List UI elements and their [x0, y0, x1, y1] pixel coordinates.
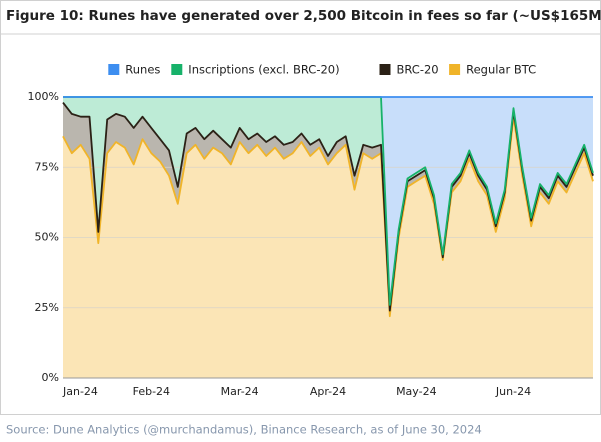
x-tick-label: Jan-24	[62, 385, 98, 398]
legend-swatch	[449, 64, 461, 75]
y-tick-label: 0%	[42, 371, 59, 384]
legend-label: Inscriptions (excl. BRC-20)	[188, 63, 339, 77]
y-tick-label: 50%	[35, 231, 59, 244]
y-tick-label: 75%	[35, 160, 59, 173]
x-tick-label: Jun-24	[495, 385, 531, 398]
x-tick-label: Apr-24	[310, 385, 346, 398]
chart-title: Figure 10: Runes have generated over 2,5…	[6, 8, 601, 24]
source: Source: Dune Analytics (@murchandamus), …	[6, 423, 482, 437]
series-line	[62, 115, 594, 318]
legend-label: Regular BTC	[466, 63, 536, 77]
area	[63, 97, 593, 311]
legend-label: BRC-20	[397, 63, 439, 77]
x-tick-label: Mar-24	[221, 385, 259, 398]
area	[63, 102, 593, 317]
legend-swatch	[171, 64, 183, 75]
y-tick-label: 25%	[35, 301, 59, 314]
y-tick-label: 100%	[28, 90, 59, 103]
area	[63, 97, 593, 305]
x-tick-label: Feb-24	[133, 385, 170, 398]
x-tick-label: May-24	[396, 385, 437, 398]
legend-label: Runes	[125, 63, 160, 77]
legend-swatch	[379, 64, 391, 75]
legend-swatch	[108, 64, 120, 75]
